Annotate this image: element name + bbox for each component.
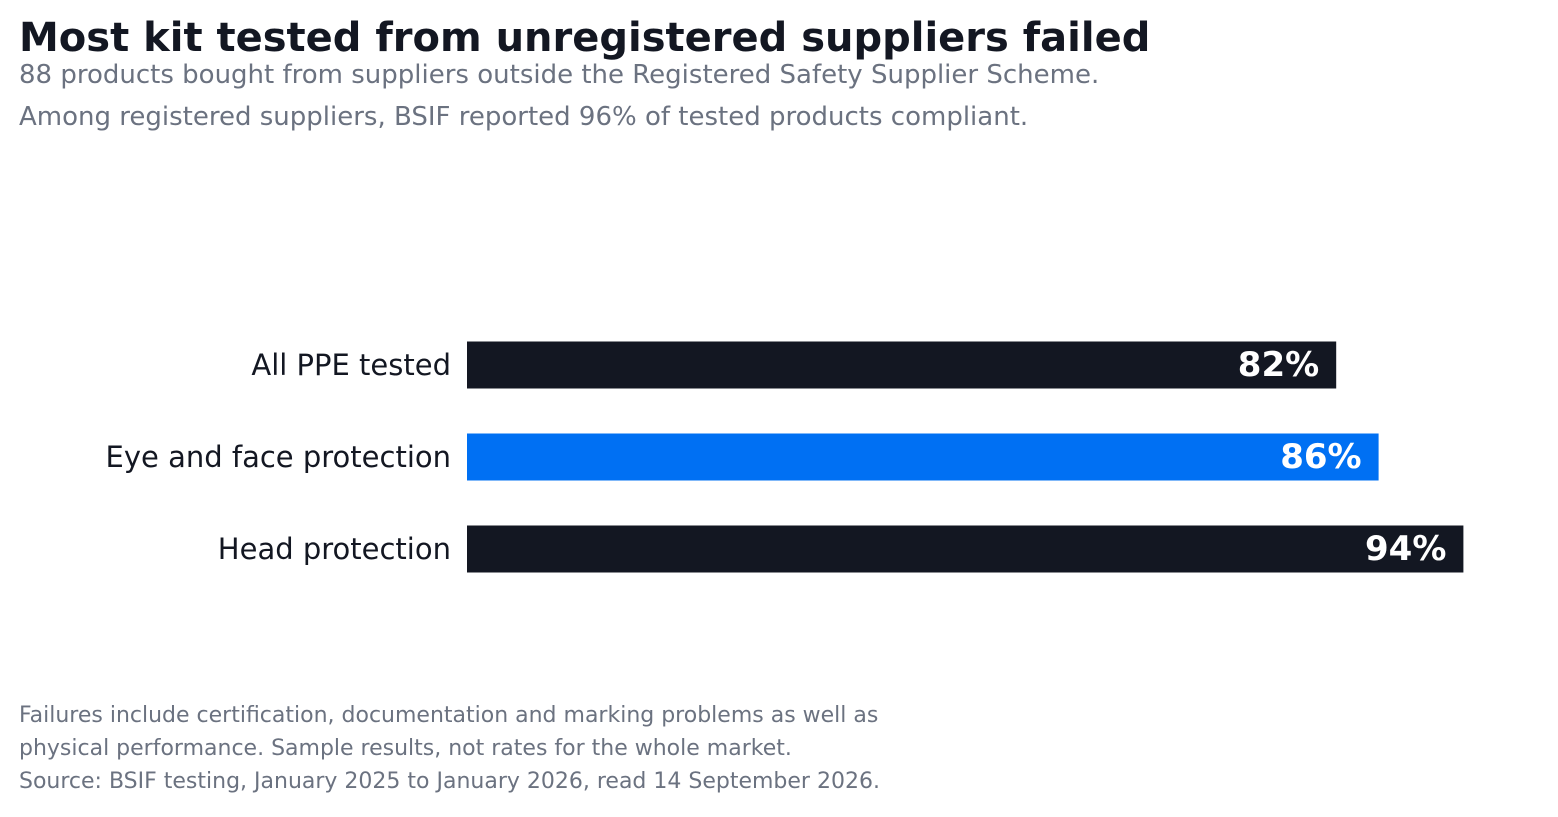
footnote-line-2: physical performance. Sample results, no…	[19, 736, 792, 761]
footnote-line-1: Failures include certification, document…	[19, 703, 879, 728]
bar-eye-and-face-protection	[467, 433, 1379, 481]
category-label: Eye and face protection	[106, 440, 451, 474]
value-label: 82%	[1238, 345, 1319, 385]
chart-subtitle-line-2: Among registered suppliers, BSIF reporte…	[19, 102, 1029, 132]
category-label: Head protection	[218, 532, 451, 566]
bar-all-ppe-tested	[467, 341, 1337, 389]
value-label: 94%	[1365, 529, 1446, 569]
category-label: All PPE tested	[251, 348, 451, 382]
bar-head-protection	[467, 525, 1464, 573]
source-note: Source: BSIF testing, January 2025 to Ja…	[19, 769, 880, 794]
chart-title: Most kit tested from unregistered suppli…	[19, 15, 1151, 61]
value-label: 86%	[1280, 437, 1361, 477]
chart-subtitle-line-1: 88 products bought from suppliers outsid…	[19, 60, 1100, 90]
